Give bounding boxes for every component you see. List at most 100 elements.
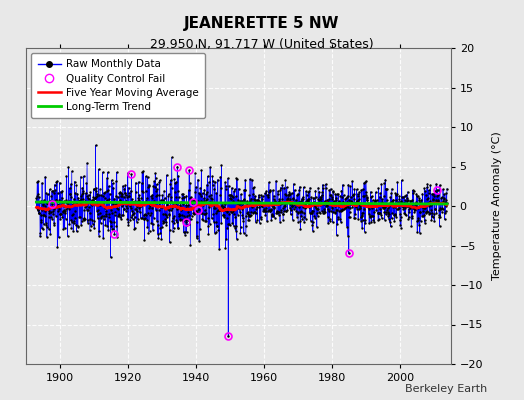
Point [324,220,332,226]
Point [333,221,341,227]
Point [260,200,269,207]
Point [401,204,409,211]
Point [47,209,55,215]
Point [360,206,368,212]
Point [315,188,323,195]
Point [438,209,446,215]
Point [138,189,147,196]
Point [170,189,179,195]
Point [254,196,262,203]
Point [378,196,386,203]
Point [409,188,418,194]
Point [209,218,217,225]
Point [33,179,41,185]
Point [173,225,182,231]
Point [408,204,416,211]
Point [149,227,157,234]
Point [248,191,257,197]
Point [104,186,112,193]
Point [403,203,411,210]
Point [123,205,131,211]
Point [114,198,122,205]
Point [44,205,52,211]
Point [322,185,330,192]
Point [307,202,315,208]
Point [385,202,393,209]
Point [399,204,407,210]
Point [88,197,96,203]
Point [283,206,291,213]
Point [202,191,210,197]
Point [231,225,239,232]
Point [318,189,326,196]
Point [367,213,376,219]
Point [97,214,105,220]
Point [182,217,190,224]
Point [45,214,53,220]
Point [353,205,362,212]
Point [58,201,66,208]
Point [342,195,350,202]
Point [84,192,93,198]
Point [305,210,314,216]
Point [334,191,343,197]
Point [376,190,385,196]
Point [352,204,360,210]
Point [179,201,187,208]
Point [335,202,344,208]
Point [102,210,110,217]
Legend: Raw Monthly Data, Quality Control Fail, Five Year Moving Average, Long-Term Tren: Raw Monthly Data, Quality Control Fail, … [31,53,205,118]
Point [124,222,133,228]
Point [398,203,406,209]
Point [326,186,335,192]
Point [75,197,83,204]
Point [377,211,385,218]
Point [426,182,434,188]
Point [169,200,177,206]
Point [193,219,201,225]
Point [45,226,53,232]
Point [144,230,152,236]
Point [338,206,346,213]
Point [336,216,344,222]
Point [377,181,386,187]
Point [278,196,286,202]
Point [437,200,445,206]
Point [176,202,184,208]
Point [359,186,367,192]
Point [85,195,93,202]
Point [64,206,73,212]
Point [204,215,212,222]
Point [324,196,333,202]
Point [74,194,82,201]
Point [46,231,54,237]
Point [58,214,67,220]
Point [214,176,222,183]
Point [121,182,129,188]
Point [166,177,174,183]
Point [293,202,301,208]
Point [407,212,416,219]
Point [262,201,270,207]
Point [99,169,107,175]
Point [341,203,350,210]
Point [147,220,156,226]
Point [339,199,347,205]
Point [327,208,335,214]
Point [370,203,379,210]
Point [231,214,239,220]
Point [89,197,97,204]
Point [235,201,243,207]
Point [76,214,84,220]
Point [238,211,247,218]
Point [278,199,286,206]
Point [442,197,450,203]
Point [142,212,150,218]
Point [193,208,202,215]
Point [319,182,327,188]
Point [232,193,240,200]
Point [123,201,131,208]
Point [312,205,320,212]
Point [75,214,84,220]
Point [81,204,89,210]
